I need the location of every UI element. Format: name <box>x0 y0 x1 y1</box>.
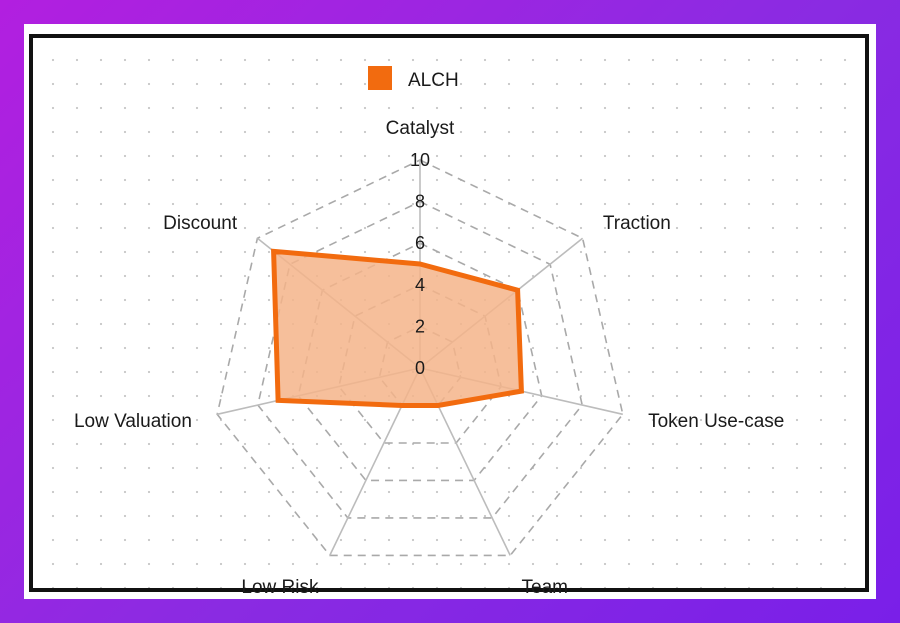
axis-label-low-risk: Low Risk <box>241 577 319 598</box>
radar-tick-labels: 0 2 4 6 8 10 <box>410 150 430 378</box>
tick-label-1: 2 <box>415 316 425 336</box>
legend: ALCH <box>368 66 459 91</box>
axis-label-team: Team <box>522 577 568 598</box>
series-polygon-0 <box>271 248 524 408</box>
axis-label-token-use-case: Token Use-case <box>648 411 784 432</box>
axis-label-low-valuation: Low Valuation <box>74 411 192 432</box>
tick-label-4: 8 <box>415 192 425 212</box>
tick-label-5: 10 <box>410 150 430 170</box>
tick-label-0: 0 <box>415 358 425 378</box>
radar-series <box>271 248 524 408</box>
axis-label-traction: Traction <box>603 213 671 234</box>
axis-label-catalyst: Catalyst <box>386 118 455 139</box>
tick-label-2: 4 <box>415 275 425 295</box>
legend-label-alch: ALCH <box>408 70 459 91</box>
radar-axis-labels: Catalyst Traction Token Use-case Team Low Ri… <box>74 118 784 598</box>
grid-ring-5 <box>216 159 624 557</box>
tick-label-3: 6 <box>415 233 425 253</box>
axis-label-discount: Discount <box>163 213 238 234</box>
legend-swatch-alch <box>368 66 392 90</box>
